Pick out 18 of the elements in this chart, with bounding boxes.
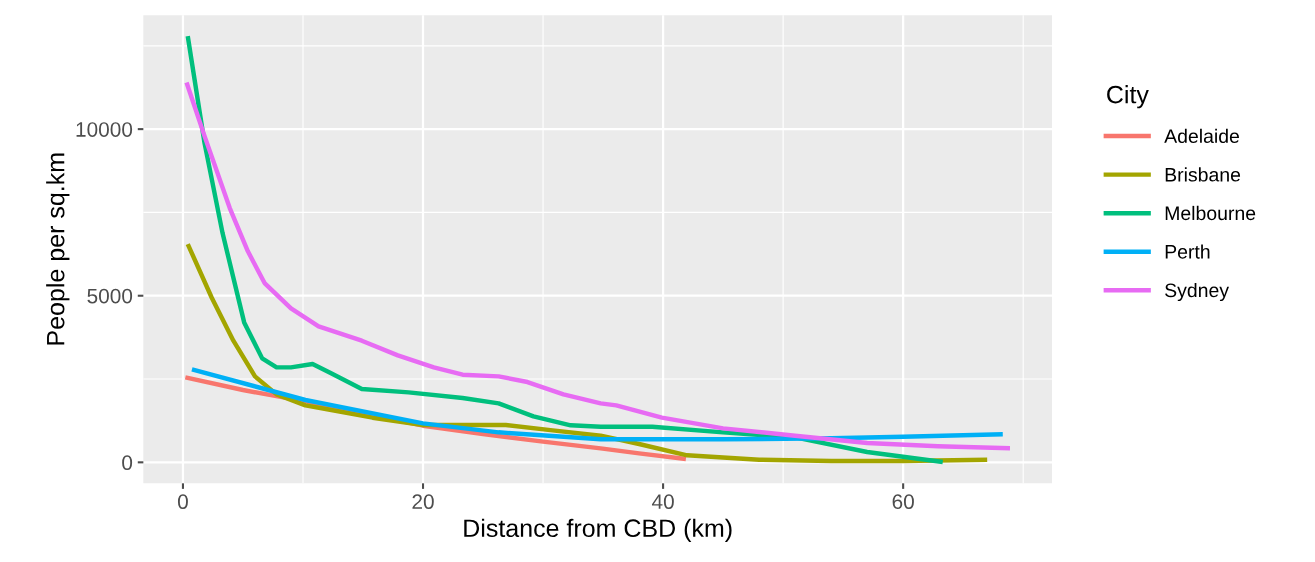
line-series xyxy=(184,80,1013,451)
line-series xyxy=(185,33,945,465)
line-series xyxy=(189,367,1006,442)
y-tick-label: 5000 xyxy=(87,288,133,304)
y-axis-title: People per sq.km xyxy=(46,153,70,345)
x-tick-label: 40 xyxy=(651,494,674,510)
y-tick-label: 10000 xyxy=(76,122,133,137)
legend-label: Sydney xyxy=(1165,282,1229,302)
y-tick-label: 0 xyxy=(122,455,133,471)
legend-label: Melbourne xyxy=(1165,205,1256,221)
legend-label: Brisbane xyxy=(1165,167,1241,182)
legend-title: City xyxy=(1107,85,1149,109)
x-tick-label: 20 xyxy=(412,494,434,510)
x-tick-label: 60 xyxy=(892,494,914,510)
x-axis-title: Distance from CBD (km) xyxy=(464,518,732,543)
legend-label: Adelaide xyxy=(1164,128,1239,144)
legend-label: Perth xyxy=(1165,244,1210,259)
x-tick-label: 0 xyxy=(177,494,188,510)
